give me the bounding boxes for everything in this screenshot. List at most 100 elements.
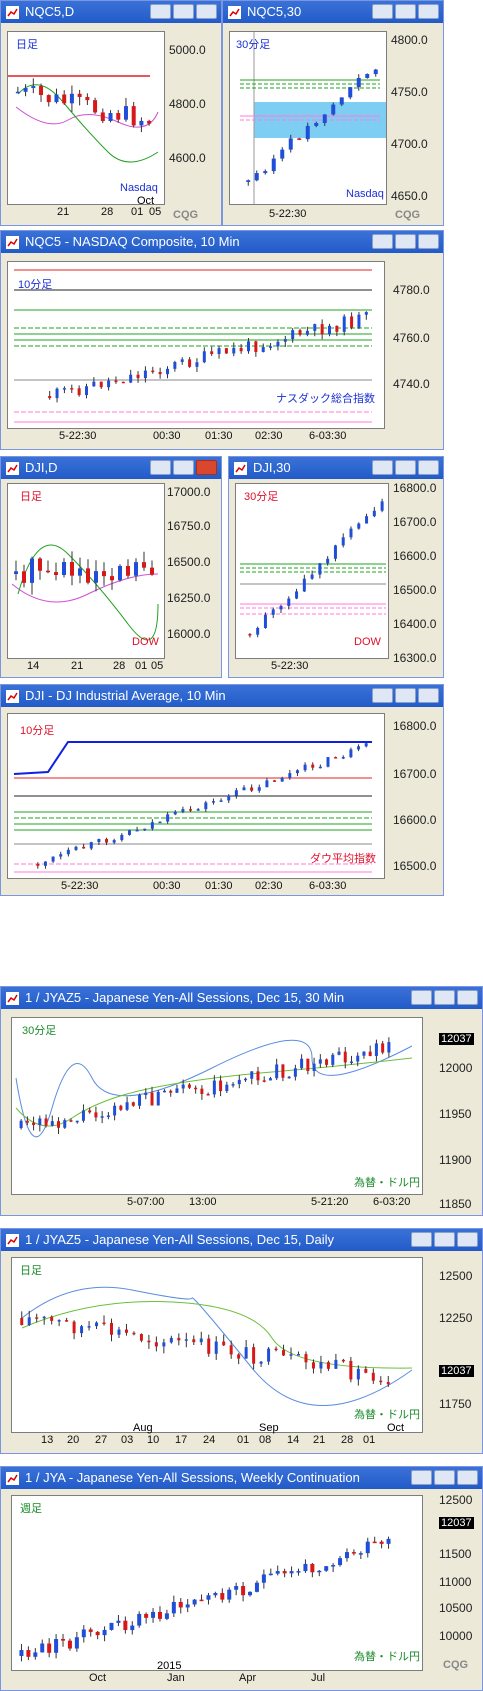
y-tick: 10500 [439,1601,473,1615]
maximize-button[interactable] [173,460,194,475]
last-price-box: 12037 [439,1517,474,1529]
minimize-button[interactable] [411,1232,432,1247]
titlebar[interactable]: 1 / JYAZ5 - Japanese Yen-All Sessions, D… [1,987,482,1009]
chart-plot[interactable]: 日足 Nasdaq [7,31,165,205]
minimize-button[interactable] [372,4,393,19]
titlebar[interactable]: DJI,D [1,457,221,479]
candle [364,312,368,315]
close-button[interactable] [196,460,217,475]
titlebar[interactable]: 1 / JYA - Japanese Yen-All Sessions, Wee… [1,1467,482,1489]
window-nqc5-30[interactable]: NQC5,30 30分足 Nasdaq 4800.0 4750.0 4700.0… [222,0,444,226]
candle [137,1613,142,1626]
symbol-label: Nasdaq [346,188,384,200]
chart-plot[interactable]: 10分足 ダウ平均指数 [7,713,385,879]
candle [257,787,261,791]
candle [333,545,337,559]
candle [48,396,52,399]
candle [65,1320,69,1322]
candle [311,1362,315,1369]
close-button[interactable] [418,688,439,703]
window-dji-30[interactable]: DJI,30 30分足 DOW 16800.0 16700.0 16600.0 … [228,456,444,678]
window-title: NQC5 - NASDAQ Composite, 10 Min [25,234,240,249]
close-button[interactable] [196,4,217,19]
candle [296,1571,301,1573]
candle [131,1102,135,1106]
minimize-button[interactable] [411,990,432,1005]
titlebar[interactable]: 1 / JYAZ5 - Japanese Yen-All Sessions, D… [1,1229,482,1251]
candle [298,330,302,335]
maximize-button[interactable] [395,234,416,249]
titlebar[interactable]: DJI - DJ Industrial Average, 10 Min [1,685,443,707]
candle [204,802,208,810]
minimize-button[interactable] [411,1470,432,1485]
chart-plot[interactable]: 30分足 為替・ドル円 [11,1017,423,1195]
candle [36,864,40,866]
candle [254,173,259,181]
timeframe-label: 30分足 [236,39,271,51]
x-axis: 14 21 28 01 05 [7,659,165,673]
window-nqc5-daily[interactable]: NQC5,D 日足 Nasdaq 5000.0 4800.0 4600.0 21… [0,0,222,226]
close-button[interactable] [457,1470,478,1485]
maximize-button[interactable] [434,990,455,1005]
minimize-button[interactable] [372,234,393,249]
candle [200,1088,204,1095]
maximize-button[interactable] [395,688,416,703]
chart-plot[interactable]: 10分足 ナスダック総合指数 [7,261,385,429]
candle [62,562,66,576]
titlebar[interactable]: NQC5 - NASDAQ Composite, 10 Min [1,231,443,253]
candle [184,1339,188,1341]
chart-plot[interactable]: 30分足 Nasdaq [229,31,387,205]
window-nqc5-10min[interactable]: NQC5 - NASDAQ Composite, 10 Min 10分足 ナスダ… [0,230,444,450]
window-jyaz5-daily[interactable]: 1 / JYAZ5 - Japanese Yen-All Sessions, D… [0,1228,483,1454]
candle [192,1339,196,1343]
titlebar[interactable]: NQC5,D [1,1,221,23]
y-tick: 11900 [439,1153,472,1167]
candle [252,1347,256,1364]
candle [80,1326,84,1334]
month-label: Oct [387,1422,405,1434]
candle [379,1380,383,1383]
y-tick: 16700.0 [393,515,437,529]
minimize-button[interactable] [150,4,171,19]
candle [66,849,70,855]
close-button[interactable] [457,1232,478,1247]
candle [123,1620,128,1631]
close-button[interactable] [418,460,439,475]
maximize-button[interactable] [395,460,416,475]
titlebar[interactable]: NQC5,30 [223,1,443,23]
window-dji-10min[interactable]: DJI - DJ Industrial Average, 10 Min 10分足… [0,684,444,896]
candle [303,1563,308,1572]
candle [62,388,66,390]
close-button[interactable] [457,990,478,1005]
minimize-button[interactable] [372,460,393,475]
chart-plot[interactable]: 週足 為替・ドル円 [11,1495,423,1671]
maximize-button[interactable] [395,4,416,19]
candle [341,1359,345,1362]
window-dji-daily[interactable]: DJI,D 日足 DOW 17000.0 16750.0 16500.0 162… [0,456,222,678]
window-jyaz5-30min[interactable]: 1 / JYAZ5 - Japanese Yen-All Sessions, D… [0,986,483,1216]
chart-plot[interactable]: 日足 為替・ドル円 [11,1257,423,1433]
y-tick: 16500.0 [393,859,437,873]
minimize-button[interactable] [150,460,171,475]
candle [305,125,310,140]
maximize-button[interactable] [434,1232,455,1247]
candle [19,1650,24,1656]
window-jya-weekly[interactable]: 1 / JYA - Japanese Yen-All Sessions, Wee… [0,1466,483,1691]
close-button[interactable] [418,234,439,249]
candle [118,565,122,581]
maximize-button[interactable] [434,1470,455,1485]
candle [287,1076,291,1079]
chart-plot[interactable]: 30分足 DOW [235,483,389,659]
candles-svg [19,1536,391,1662]
candle [338,1558,343,1566]
candle [280,777,284,782]
close-button[interactable] [418,4,439,19]
candle [261,1574,266,1583]
candle [261,347,265,352]
minimize-button[interactable] [372,688,393,703]
maximize-button[interactable] [173,4,194,19]
candle [271,158,276,172]
candle [331,1565,336,1567]
titlebar[interactable]: DJI,30 [229,457,443,479]
chart-plot[interactable]: 日足 DOW [7,483,165,659]
